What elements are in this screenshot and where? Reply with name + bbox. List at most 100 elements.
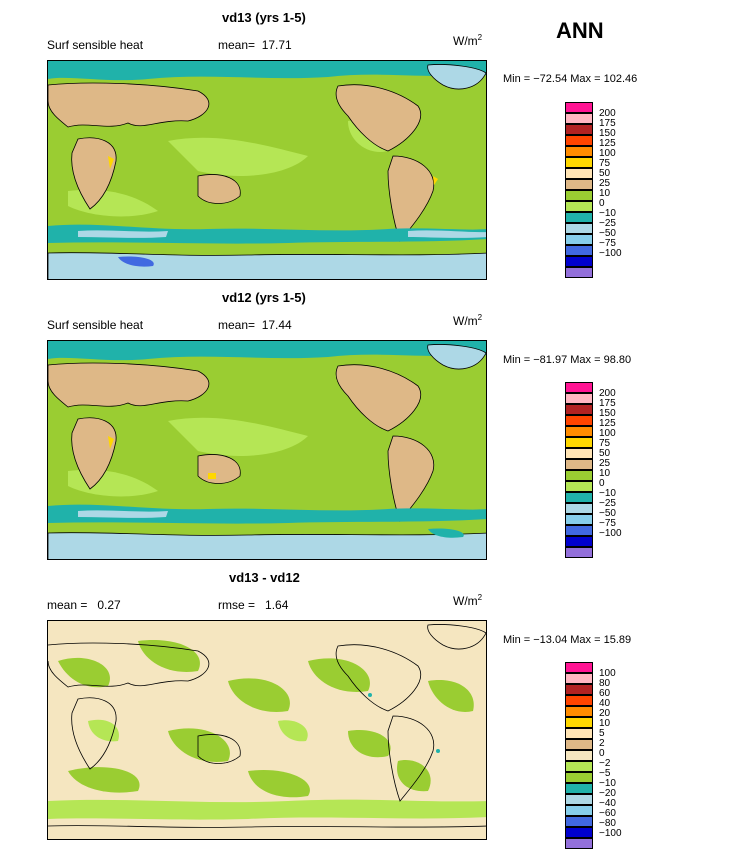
colorbar-tick-label: −75 [599,518,616,529]
colorbar-tick-label: −2 [599,758,611,769]
colorbar-tick-label: 2 [599,738,605,749]
colorbar-tick-label: −10 [599,208,616,219]
colorbar-tick-label: 175 [599,118,616,129]
units-label: W/m2 [453,593,483,608]
colorbar-swatch [565,146,593,157]
colorbar-swatch [565,805,593,816]
colorbar-tick-label: 50 [599,448,611,459]
colorbar-swatch [565,426,593,437]
mean-label: mean= 17.44 [218,318,292,332]
min-max-label: Min = −13.04 Max = 15.89 [503,634,632,646]
colorbar-swatch [565,750,593,761]
colorbar-tick-label: 200 [599,388,616,399]
colorbar-swatch [565,223,593,234]
world-map [47,60,487,280]
colorbar-swatch [565,459,593,470]
panel-title: vd12 (yrs 1-5) [222,290,306,305]
variable-label: Surf sensible heat [47,318,144,332]
colorbar-swatch [565,772,593,783]
colorbar-tick-label: 75 [599,438,611,449]
colorbar-swatch [565,245,593,256]
colorbar-tick-label: −10 [599,778,616,789]
colorbar-tick-label: 200 [599,108,616,119]
colorbar-swatch [565,547,593,558]
mean-value: 17.44 [261,318,292,332]
colorbar-tick-label: 40 [599,698,611,709]
colorbar-swatch [565,514,593,525]
variable-label: Surf sensible heat [47,38,144,52]
colorbar-swatch [565,536,593,547]
colorbar-swatch [565,179,593,190]
colorbar-tick-label: 150 [599,128,616,139]
colorbar-swatch [565,492,593,503]
colorbar-tick-label: −5 [599,768,611,779]
colorbar [565,102,593,278]
colorbar-swatch [565,267,593,278]
colorbar [565,662,593,849]
colorbar-tick-label: −80 [599,818,616,829]
colorbar-tick-label: −100 [599,528,622,539]
colorbar-tick-label: 100 [599,148,616,159]
colorbar-swatch [565,728,593,739]
colorbar-swatch [565,382,593,393]
colorbar-swatch [565,525,593,536]
colorbar-swatch [565,717,593,728]
colorbar-tick-label: −20 [599,788,616,799]
colorbar-tick-label: −10 [599,488,616,499]
colorbar-tick-label: −100 [599,828,622,839]
colorbar-swatch [565,256,593,267]
units-label: W/m2 [453,313,483,328]
colorbar-swatch [565,102,593,113]
colorbar-swatch [565,481,593,492]
colorbar-tick-label: 75 [599,158,611,169]
panel-title: vd13 - vd12 [229,570,300,585]
colorbar-swatch [565,113,593,124]
colorbar-tick-label: −50 [599,228,616,239]
panel-title: vd13 (yrs 1-5) [222,10,306,25]
colorbar-swatch [565,794,593,805]
min-max-label: Min = −81.97 Max = 98.80 [503,354,632,366]
colorbar-swatch [565,124,593,135]
colorbar-swatch [565,662,593,673]
colorbar-swatch [565,437,593,448]
colorbar-swatch [565,503,593,514]
colorbar-tick-label: −50 [599,508,616,519]
colorbar-swatch [565,168,593,179]
mean-value: 17.71 [261,38,292,52]
colorbar-tick-label: −60 [599,808,616,819]
colorbar-swatch [565,448,593,459]
mean-label: mean = 0.27 [47,598,121,612]
colorbar-tick-label: 0 [599,748,605,759]
colorbar-tick-label: 5 [599,728,605,739]
units-label: W/m2 [453,33,483,48]
colorbar [565,382,593,558]
colorbar-tick-label: 125 [599,138,616,149]
colorbar-tick-label: 100 [599,428,616,439]
colorbar-swatch [565,157,593,168]
colorbar-tick-label: 10 [599,468,611,479]
colorbar-swatch [565,190,593,201]
colorbar-labels: 200 175 150 125 100 75 50 25 10 0 −10 −25 −50 −75 −100 [599,389,622,539]
colorbar-tick-label: −25 [599,498,616,509]
colorbar-tick-label: 150 [599,408,616,419]
colorbar-swatch [565,827,593,838]
colorbar-tick-label: −75 [599,238,616,249]
colorbar-tick-label: 20 [599,708,611,719]
colorbar-tick-label: 175 [599,398,616,409]
colorbar-swatch [565,135,593,146]
colorbar-swatch [565,212,593,223]
colorbar-tick-label: 0 [599,198,605,209]
colorbar-swatch [565,783,593,794]
colorbar-swatch [565,470,593,481]
colorbar-swatch [565,393,593,404]
season-label: ANN [556,18,604,43]
colorbar-swatch [565,404,593,415]
colorbar-swatch [565,684,593,695]
colorbar-tick-label: 80 [599,678,611,689]
rmse-value: 1.64 [265,598,289,612]
world-map [47,340,487,560]
colorbar-tick-label: 10 [599,188,611,199]
colorbar-tick-label: 0 [599,478,605,489]
colorbar-tick-label: 50 [599,168,611,179]
min-max-label: Min = −72.54 Max = 102.46 [503,73,638,85]
